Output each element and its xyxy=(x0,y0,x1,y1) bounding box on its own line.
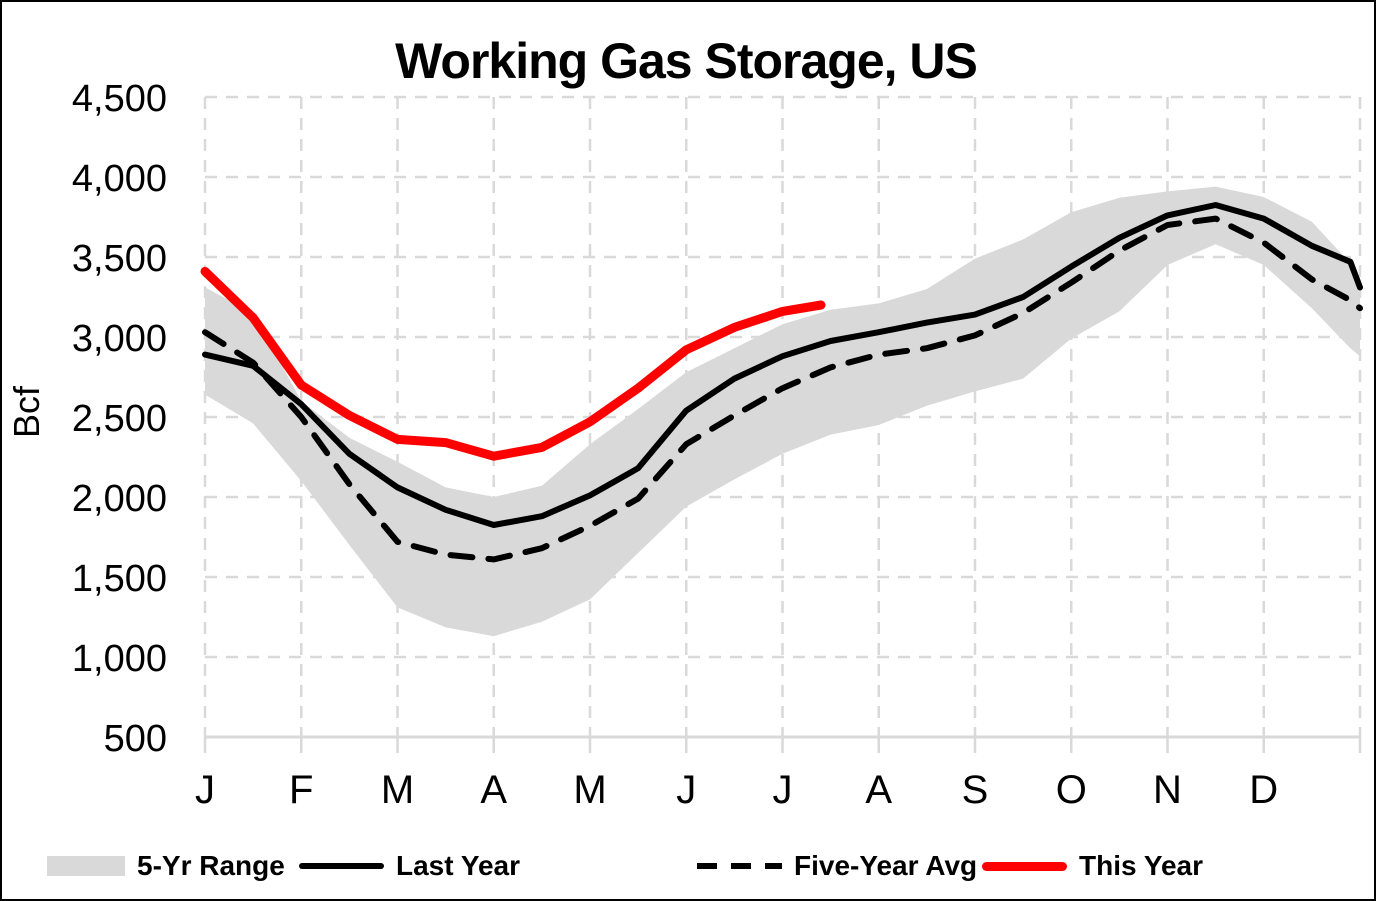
x-tick-label: A xyxy=(865,768,892,812)
legend-label-five-year-avg: Five-Year Avg xyxy=(794,850,978,881)
five-year-avg-swatch xyxy=(697,863,782,869)
legend-label-last-year: Last Year xyxy=(396,850,521,881)
x-tick-label: D xyxy=(1249,768,1278,812)
this-year-swatch xyxy=(982,861,1067,871)
x-tick-label: N xyxy=(1153,768,1182,812)
y-tick-label: 3,000 xyxy=(72,318,167,360)
x-tick-label: J xyxy=(676,768,696,812)
last-year-swatch xyxy=(299,863,384,869)
this-year-line xyxy=(200,266,826,461)
x-tick-label: J xyxy=(195,768,215,812)
5yr-range-swatch xyxy=(47,856,125,876)
x-tick-label: M xyxy=(573,768,606,812)
last-year-line xyxy=(202,202,1363,528)
x-tick-label: O xyxy=(1056,768,1087,812)
legend-item-five-year-avg: Five-Year Avg xyxy=(697,845,977,887)
y-tick-label: 2,000 xyxy=(72,478,167,520)
y-tick-label: 1,000 xyxy=(72,638,167,680)
five-year-avg-line xyxy=(202,215,1363,563)
legend-label-this-year: This Year xyxy=(1079,850,1204,881)
legend-item-last-year: Last Year xyxy=(299,845,520,887)
legend-item-5yr-range: 5-Yr Range xyxy=(47,845,285,887)
y-tick-label: 3,500 xyxy=(72,238,167,280)
y-tick-label: 4,000 xyxy=(72,158,167,200)
y-tick-label: 2,500 xyxy=(72,398,167,440)
x-tick-label: S xyxy=(962,768,989,812)
legend-label-5yr-range: 5-Yr Range xyxy=(137,850,285,881)
x-tick-label: F xyxy=(289,768,313,812)
x-tick-label: A xyxy=(480,768,507,812)
y-tick-label: 1,500 xyxy=(72,558,167,600)
chart-title: Working Gas Storage, US xyxy=(395,33,978,89)
y-tick-label: 4,500 xyxy=(72,78,167,120)
x-tick-label: M xyxy=(381,768,414,812)
y-tick-label: 500 xyxy=(104,718,167,760)
legend-item-this-year: This Year xyxy=(982,845,1203,887)
x-tick-label: J xyxy=(773,768,793,812)
